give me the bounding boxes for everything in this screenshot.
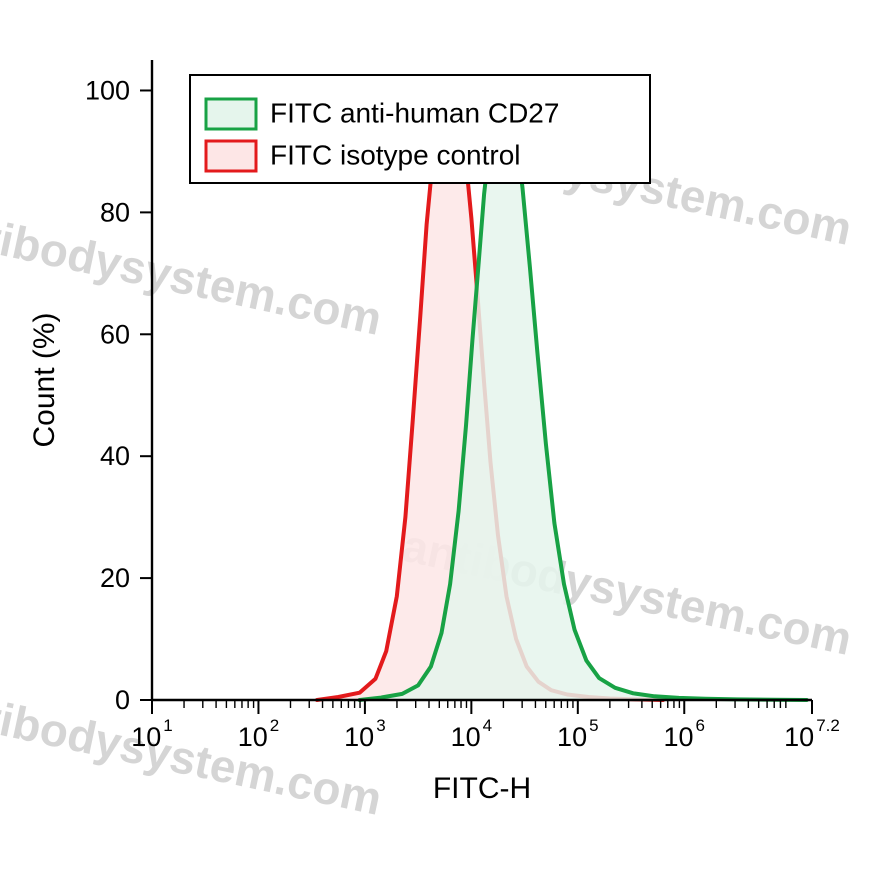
flow-cytometry-chart: antibodysystem.comantibodysystem.comanti…: [0, 0, 869, 878]
x-tick-label: 102: [238, 716, 280, 752]
y-axis-label: Count (%): [28, 312, 61, 447]
legend-swatch: [206, 99, 256, 129]
y-tick-label: 60: [100, 319, 130, 349]
x-tick-label: 105: [557, 716, 599, 752]
y-tick-label: 100: [85, 75, 130, 105]
y-tick-label: 40: [100, 441, 130, 471]
y-tick-label: 0: [115, 685, 130, 715]
x-axis-label: FITC-H: [433, 772, 531, 805]
x-tick-label: 106: [664, 716, 706, 752]
legend-label: FITC anti-human CD27: [270, 97, 559, 128]
legend-swatch: [206, 141, 256, 171]
legend: FITC anti-human CD27 FITC isotype control: [190, 75, 650, 183]
y-tick-label: 20: [100, 563, 130, 593]
x-tick-label: 103: [344, 716, 386, 752]
y-ticks: 0 20 40 60 80 100: [85, 75, 152, 715]
x-ticks: 101102103104105106107.2: [131, 700, 840, 752]
y-tick-label: 80: [100, 197, 130, 227]
chart-svg: antibodysystem.comantibodysystem.comanti…: [0, 0, 869, 878]
legend-label: FITC isotype control: [270, 139, 521, 170]
x-tick-label: 107.2: [784, 716, 840, 752]
x-tick-label: 104: [451, 716, 493, 752]
